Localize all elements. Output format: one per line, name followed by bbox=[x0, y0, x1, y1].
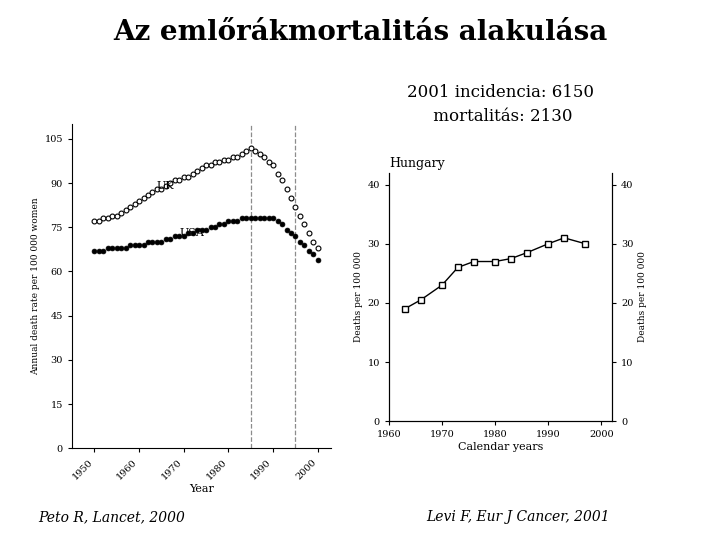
Text: Az emlőrákmortalitás alakulása: Az emlőrákmortalitás alakulása bbox=[113, 19, 607, 46]
X-axis label: Year: Year bbox=[189, 484, 214, 494]
Y-axis label: Annual death rate per 100 000 women: Annual death rate per 100 000 women bbox=[31, 198, 40, 375]
Text: Peto R, Lancet, 2000: Peto R, Lancet, 2000 bbox=[38, 510, 185, 524]
Text: UK: UK bbox=[157, 181, 174, 191]
Y-axis label: Deaths per 100 000: Deaths per 100 000 bbox=[354, 252, 363, 342]
Text: mortalitás: 2130: mortalitás: 2130 bbox=[407, 108, 572, 125]
Text: 2001 incidencia: 6150: 2001 incidencia: 6150 bbox=[407, 84, 594, 100]
Y-axis label: Deaths per 100 000: Deaths per 100 000 bbox=[638, 252, 647, 342]
Text: USA: USA bbox=[179, 228, 204, 238]
X-axis label: Calendar years: Calendar years bbox=[458, 442, 543, 452]
Text: Levi F, Eur J Cancer, 2001: Levi F, Eur J Cancer, 2001 bbox=[426, 510, 611, 524]
Text: Hungary: Hungary bbox=[389, 157, 444, 170]
